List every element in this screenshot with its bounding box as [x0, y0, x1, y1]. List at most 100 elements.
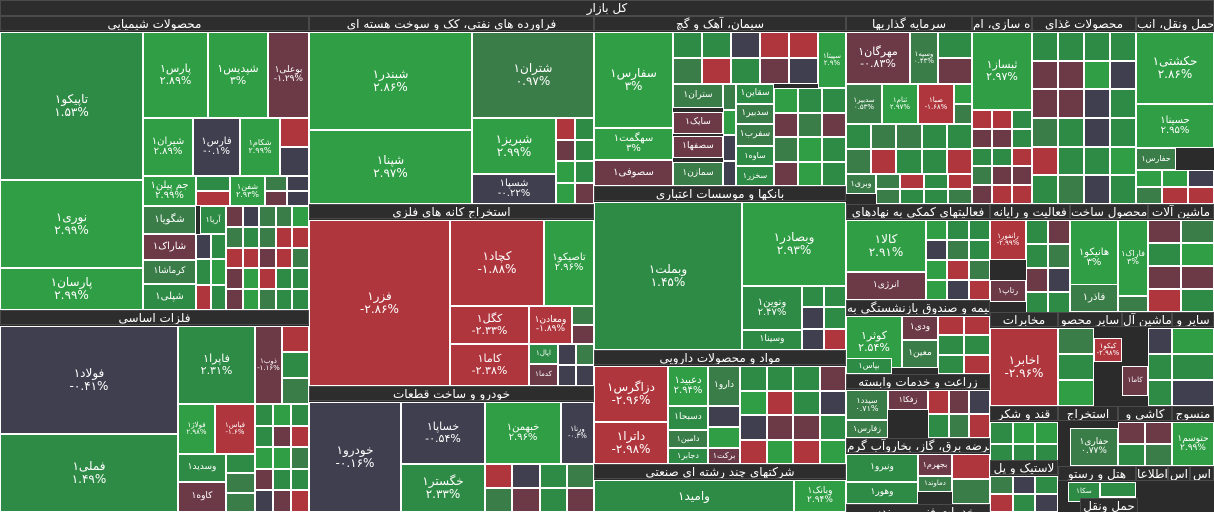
stock-tile[interactable]: وامید۱ — [594, 480, 794, 512]
stock-tile[interactable]: فپاس۱ -۱.۶% — [215, 404, 255, 454]
stock-tile-small[interactable] — [723, 160, 736, 186]
stock-tile-small[interactable] — [1048, 244, 1070, 268]
stock-tile-small[interactable] — [575, 161, 594, 183]
stock-tile[interactable]: حفارس۱ — [1136, 148, 1176, 170]
stock-tile-small[interactable] — [1110, 32, 1136, 61]
stock-tile[interactable]: سقاین۱ — [736, 84, 774, 104]
stock-tile-small[interactable] — [992, 166, 1012, 186]
stock-tile-small[interactable] — [871, 149, 897, 174]
stock-tile-small[interactable] — [196, 284, 211, 310]
stock-tile-small[interactable] — [968, 220, 990, 240]
stock-tile-small[interactable] — [280, 147, 309, 176]
stock-tile[interactable]: حفاری۱ ۰.۷۷% — [1070, 428, 1118, 466]
stock-tile-small[interactable] — [968, 240, 990, 260]
stock-tile-small[interactable] — [1012, 147, 1032, 167]
stock-tile[interactable]: شفن۱ ۲.۹۳% — [230, 176, 265, 206]
stock-tile-small[interactable] — [926, 220, 948, 240]
stock-tile-small[interactable] — [992, 185, 1012, 204]
stock-tile-small[interactable] — [900, 189, 924, 204]
stock-tile[interactable]: کالا۱ ۲.۹۱% — [846, 220, 926, 272]
stock-tile-small[interactable] — [938, 354, 964, 374]
stock-tile-small[interactable] — [572, 306, 594, 325]
stock-tile[interactable]: سدبیر۱ ۰.۵۳% — [846, 84, 882, 124]
stock-tile-small[interactable] — [575, 182, 594, 204]
stock-tile-small[interactable] — [1058, 118, 1084, 147]
stock-tile-small[interactable] — [275, 226, 293, 248]
stock-tile-small[interactable] — [947, 240, 969, 260]
stock-tile[interactable]: ثنام۱ ۲.۹۷% — [882, 84, 918, 124]
stock-tile-small[interactable] — [1084, 146, 1110, 176]
stock-tile-small[interactable] — [1084, 60, 1110, 90]
stock-tile-small[interactable] — [1058, 354, 1094, 380]
stock-tile-small[interactable] — [196, 191, 230, 206]
stock-tile-small[interactable] — [969, 414, 990, 438]
stock-tile-small[interactable] — [485, 488, 513, 512]
stock-tile[interactable]: سفارس۱ ۳% — [594, 32, 673, 128]
stock-tile-small[interactable] — [282, 378, 309, 404]
stock-tile-small[interactable] — [1110, 60, 1136, 90]
stock-tile[interactable]: بجهرم۱ — [918, 454, 952, 476]
stock-tile[interactable]: شبندر۱ ۲.۸۶% — [309, 32, 472, 130]
stock-tile-small[interactable] — [273, 447, 291, 469]
stock-tile-small[interactable] — [1162, 170, 1188, 187]
sector-header[interactable]: حمل ونقل — [1080, 498, 1138, 512]
stock-tile[interactable]: سصفها۱ — [673, 136, 723, 158]
stock-tile-small[interactable] — [896, 149, 922, 174]
stock-tile[interactable]: کاوه۱ — [178, 482, 226, 512]
stock-tile-small[interactable] — [990, 422, 1013, 444]
stock-tile-small[interactable] — [921, 149, 947, 174]
stock-tile-small[interactable] — [948, 189, 972, 204]
stock-tile-small[interactable] — [954, 104, 972, 124]
stock-tile[interactable]: وبانک۱ ۲.۹۴% — [794, 480, 846, 512]
stock-tile[interactable]: جم پیلن۱ ۲.۹۹% — [143, 176, 196, 206]
stock-tile[interactable]: دارو۱ — [708, 366, 740, 406]
stock-tile[interactable]: ستران۱ — [673, 84, 723, 108]
stock-tile-small[interactable] — [760, 58, 789, 84]
stock-tile-small[interactable] — [1188, 170, 1214, 187]
stock-tile-small[interactable] — [273, 404, 291, 426]
stock-tile-small[interactable] — [972, 128, 992, 148]
stock-tile[interactable]: کاما۱ — [1122, 366, 1148, 396]
stock-tile[interactable]: حکشتی۱ ۲.۸۶% — [1136, 32, 1214, 104]
stock-tile[interactable]: رانفور۱ -۲.۹۹% — [990, 220, 1026, 260]
stock-tile[interactable]: ثبساز۱ ۲.۹۷% — [972, 32, 1032, 110]
stock-tile[interactable]: وبصادر۱ ۲.۹۳% — [742, 202, 846, 286]
stock-tile-small[interactable] — [556, 182, 575, 204]
stock-tile-small[interactable] — [708, 427, 740, 448]
stock-tile[interactable]: ونوین۱ ۲.۴۷% — [742, 286, 802, 330]
stock-tile-small[interactable] — [824, 307, 846, 329]
stock-tile-small[interactable] — [1084, 175, 1110, 204]
stock-tile-small[interactable] — [846, 149, 872, 174]
stock-tile[interactable]: ومعادن۱ -۱.۸۹% — [529, 306, 572, 344]
sector-header[interactable]: حمل ونقل، انب — [1136, 16, 1214, 31]
stock-tile[interactable]: هانیکو۱ ۳% — [1070, 220, 1118, 296]
stock-tile-small[interactable] — [802, 328, 824, 350]
stock-tile-small[interactable] — [539, 464, 567, 488]
stock-tile[interactable]: خبهمن۱ ۲.۹۶% — [485, 402, 561, 464]
sector-header[interactable]: ماشین آلات — [1148, 204, 1214, 219]
stock-tile[interactable]: شسپا۱ -۰.۲۲% — [472, 174, 556, 204]
stock-tile-small[interactable] — [766, 366, 793, 391]
stock-tile-small[interactable] — [242, 268, 260, 290]
stock-tile-small[interactable] — [946, 124, 972, 149]
stock-tile-small[interactable] — [1118, 296, 1148, 312]
stock-tile-small[interactable] — [1084, 89, 1110, 118]
stock-tile-small[interactable] — [740, 390, 767, 415]
stock-tile[interactable]: پارس۱ ۲.۸۹% — [143, 32, 208, 118]
stock-tile-small[interactable] — [947, 260, 969, 280]
stock-tile[interactable]: وبری۱ — [846, 174, 876, 194]
stock-tile-small[interactable] — [822, 137, 846, 162]
stock-tile-small[interactable] — [969, 390, 990, 414]
stock-tile[interactable]: سیدد۱ ۰.۷۱% — [846, 390, 888, 420]
stock-tile-small[interactable] — [926, 260, 948, 280]
stock-tile-small[interactable] — [556, 161, 575, 183]
stock-tile-small[interactable] — [1058, 146, 1084, 176]
stock-tile-small[interactable] — [822, 161, 846, 186]
sector-header[interactable]: بانکها و موسسات اعتباری — [594, 186, 846, 201]
stock-tile[interactable]: سپیتا۱ ۲.۹% — [818, 32, 846, 88]
sector-header[interactable]: قند و شکر — [990, 406, 1058, 421]
stock-tile-small[interactable] — [512, 464, 540, 488]
stock-tile-small[interactable] — [1148, 328, 1172, 354]
stock-tile-small[interactable] — [1012, 476, 1036, 494]
stock-tile[interactable]: نوری۱ ۲.۹۹% — [0, 180, 143, 268]
